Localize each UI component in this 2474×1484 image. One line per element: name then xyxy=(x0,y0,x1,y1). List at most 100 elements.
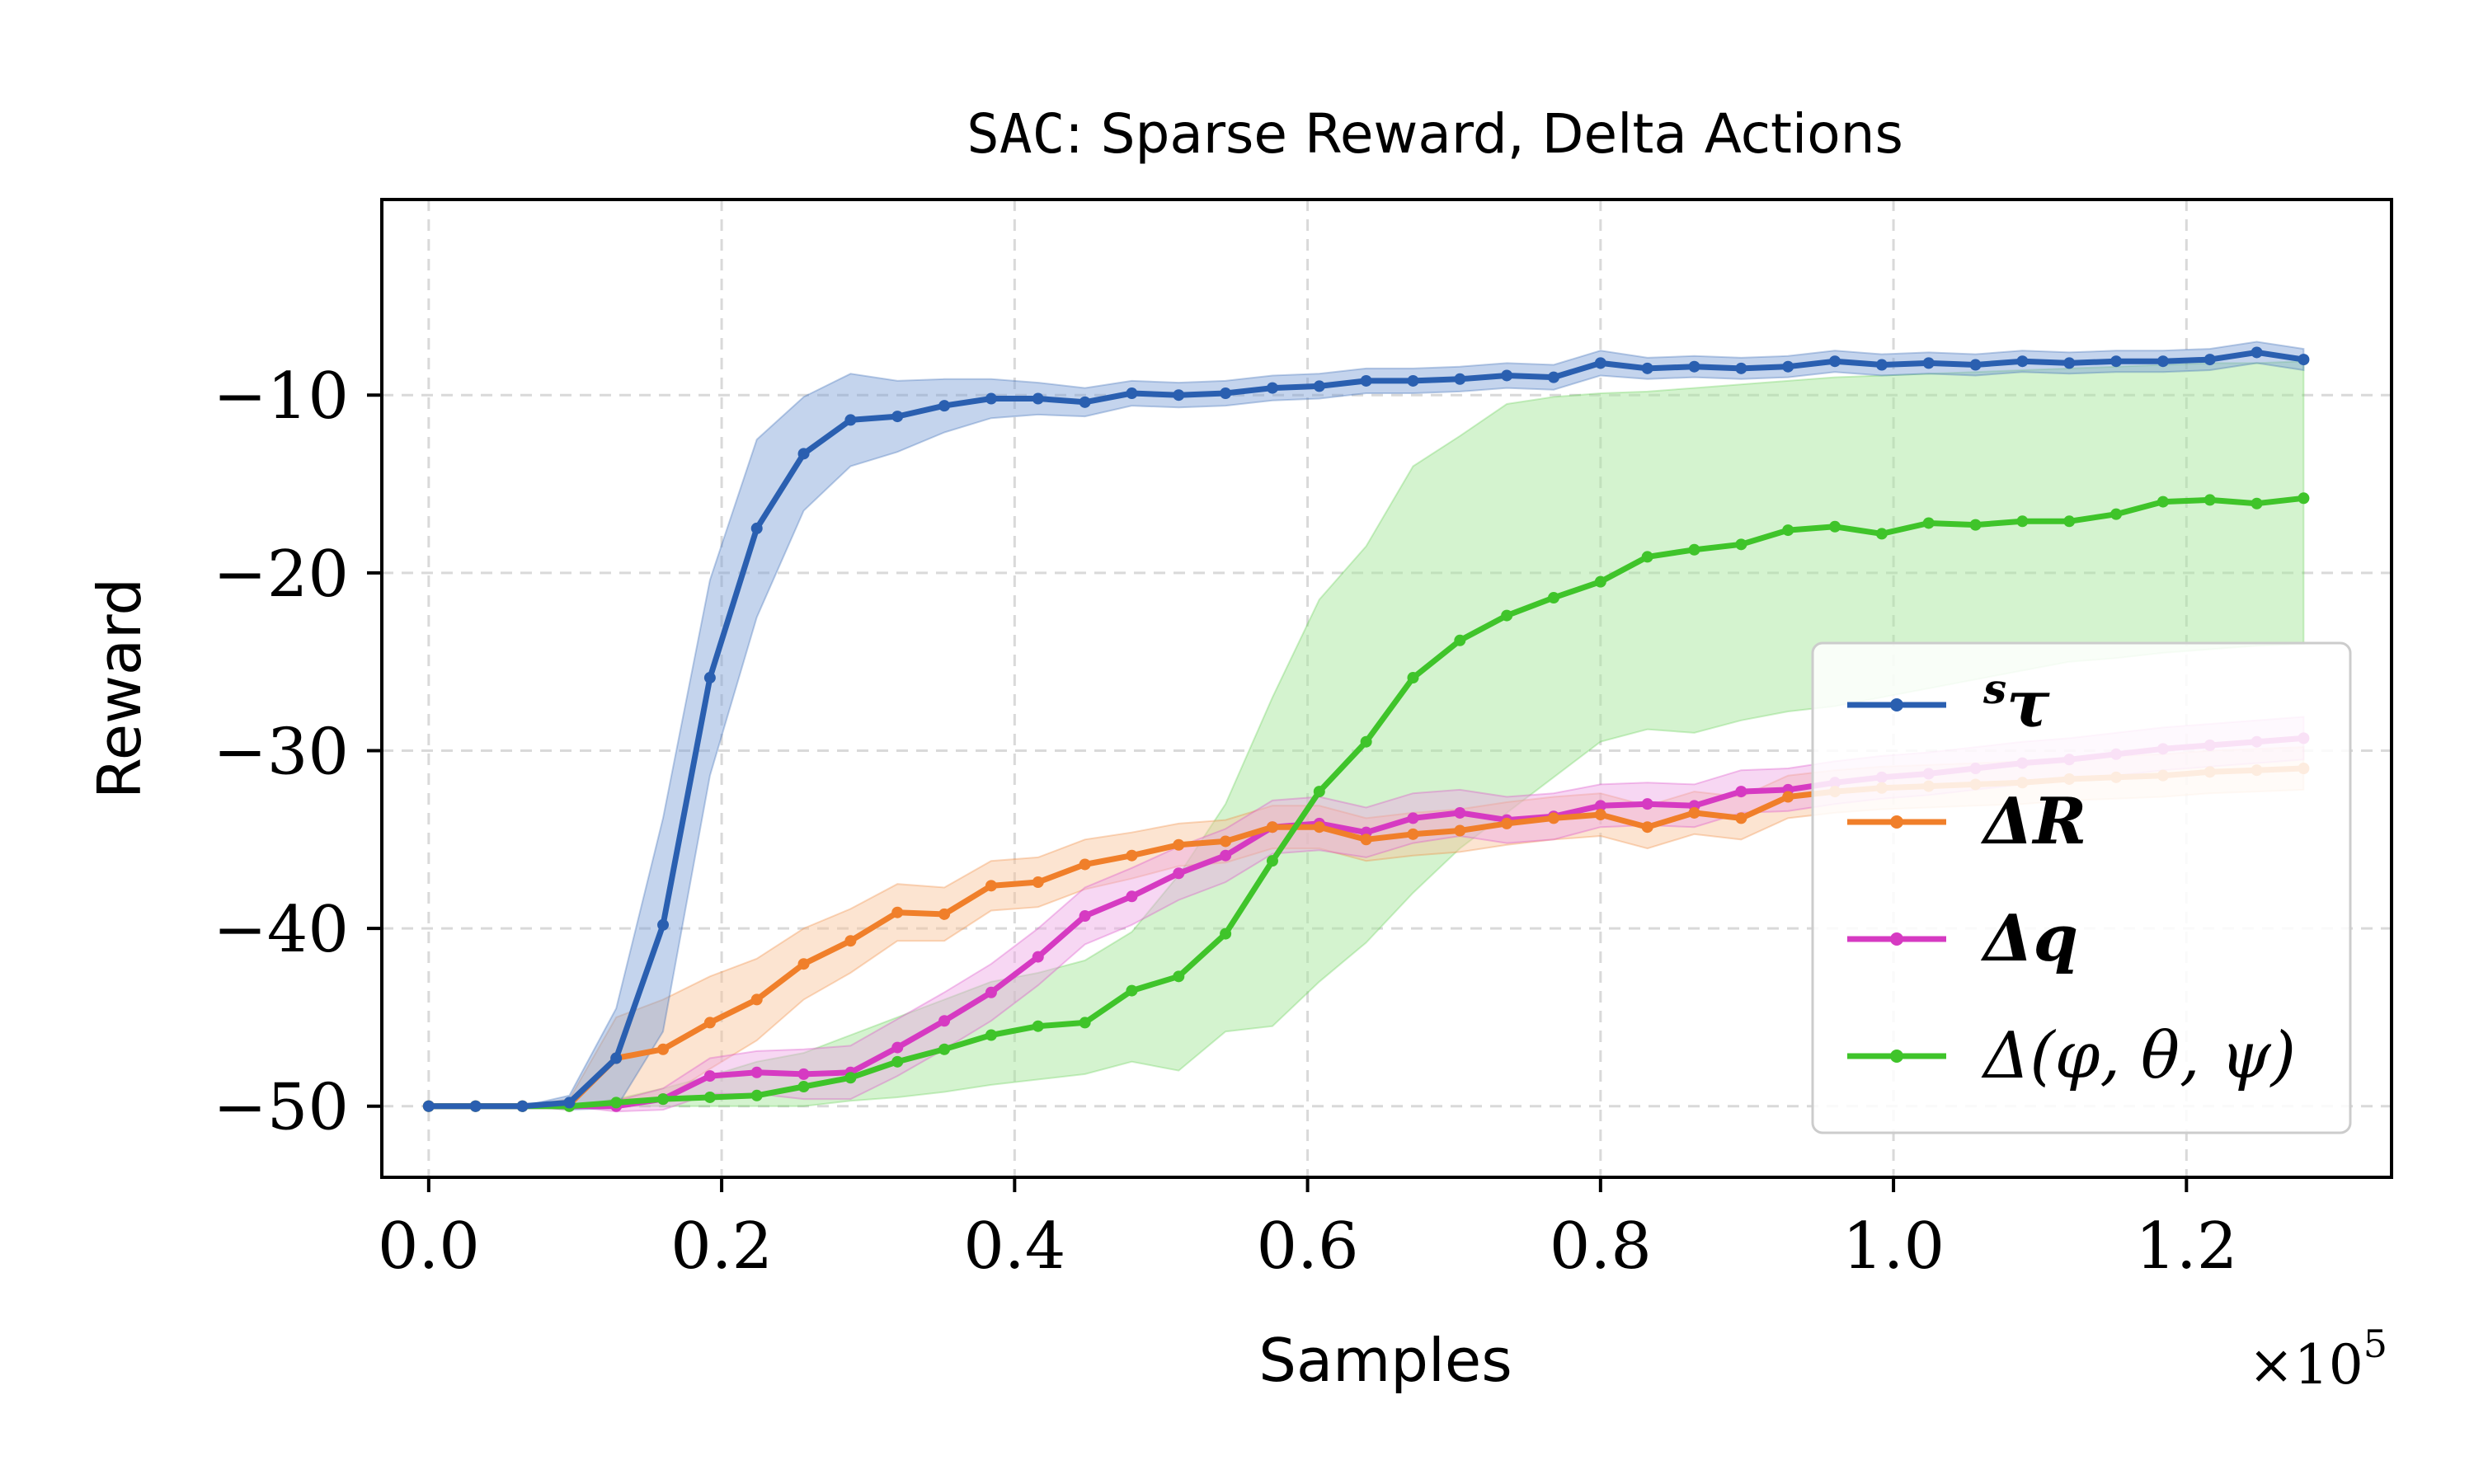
data-point xyxy=(1969,519,1982,531)
data-point xyxy=(1266,382,1278,394)
data-point xyxy=(891,906,904,918)
x-tick-label: 1.0 xyxy=(1842,1209,1945,1284)
legend-box xyxy=(1811,641,2352,1134)
data-point xyxy=(1173,838,1185,851)
data-point xyxy=(1220,849,1232,862)
data-point xyxy=(657,1093,670,1106)
data-point xyxy=(891,1041,904,1054)
data-point xyxy=(1782,791,1794,803)
data-point xyxy=(985,986,997,998)
y-tick-label: −20 xyxy=(213,538,349,612)
data-point xyxy=(938,1015,951,1027)
data-point xyxy=(985,392,997,405)
data-point xyxy=(1641,551,1653,563)
data-point xyxy=(1875,528,1888,540)
data-point xyxy=(1220,835,1232,848)
data-point xyxy=(844,1072,857,1084)
data-point xyxy=(1407,374,1419,387)
data-point xyxy=(1547,592,1559,604)
data-point xyxy=(1126,387,1138,400)
data-point xyxy=(797,958,810,970)
data-point xyxy=(703,1091,716,1103)
data-point xyxy=(797,1081,810,1093)
data-point xyxy=(1173,970,1185,983)
data-point xyxy=(1735,786,1747,798)
data-point xyxy=(2251,497,2263,510)
data-point xyxy=(1969,359,1982,371)
data-point xyxy=(1547,371,1559,383)
data-point xyxy=(938,400,951,412)
data-point xyxy=(750,522,763,534)
legend-swatch-marker xyxy=(1890,1050,1903,1063)
data-point xyxy=(1126,849,1138,862)
data-point xyxy=(1735,538,1747,551)
legend-label-main: τ xyxy=(2006,667,2050,742)
data-point xyxy=(750,993,763,1006)
data-point xyxy=(1594,575,1606,588)
data-point xyxy=(2251,346,2263,359)
data-point xyxy=(610,1097,623,1109)
legend-items: sτ ΔR Δq Δ(φ, θ, ψ) xyxy=(1847,665,2296,1093)
data-point xyxy=(1360,834,1372,846)
data-point xyxy=(1313,380,1325,392)
data-point xyxy=(2016,355,2029,368)
data-point xyxy=(610,1052,623,1064)
data-point xyxy=(1782,524,1794,537)
x-tick-label: 0.2 xyxy=(670,1209,773,1284)
chart-title-mono: SAC xyxy=(967,102,1065,166)
data-point xyxy=(1079,910,1091,923)
x-multiplier-base: ×10 xyxy=(2248,1333,2363,1397)
legend: sτ ΔR Δq Δ(φ, θ, ψ) xyxy=(1811,641,2352,1134)
data-point xyxy=(1454,373,1466,385)
data-point xyxy=(1829,355,1841,368)
data-point xyxy=(1829,520,1841,533)
data-point xyxy=(1922,357,1935,369)
data-point xyxy=(750,1089,763,1101)
data-point xyxy=(2204,494,2216,506)
data-point xyxy=(891,411,904,423)
y-axis-label: Reward xyxy=(85,578,154,799)
legend-label-superscript: s xyxy=(1982,665,2006,713)
data-point xyxy=(1594,800,1606,812)
x-axis-label: Samples xyxy=(1258,1326,1512,1395)
data-point xyxy=(657,1043,670,1055)
legend-item-delta-r: ΔR xyxy=(1847,784,2086,859)
data-point xyxy=(2298,492,2310,505)
data-point xyxy=(1173,389,1185,402)
data-point xyxy=(2157,495,2169,508)
data-point xyxy=(938,1043,951,1055)
data-point xyxy=(2110,355,2123,368)
data-point xyxy=(469,1100,482,1112)
axis-ticks: 0.0 0.2 0.4 0.6 0.8 1.0 1.2 −10 −20 −30 −40 −50 xyxy=(213,359,2237,1284)
x-tick-label: 1.2 xyxy=(2135,1209,2237,1284)
data-point xyxy=(1735,362,1747,374)
series-tau xyxy=(422,346,2310,1112)
data-point xyxy=(1126,984,1138,997)
legend-item-tau: sτ xyxy=(1847,665,2050,742)
data-point xyxy=(1501,817,1513,829)
y-tick-label: −10 xyxy=(213,359,349,434)
chart-title-rest: : Sparse Reward, Delta Actions xyxy=(1065,102,1903,166)
data-point xyxy=(1594,809,1606,821)
data-point xyxy=(1547,812,1559,824)
data-point xyxy=(1407,672,1419,684)
plot-frame xyxy=(380,198,2393,1179)
legend-label: Δ(φ, θ, ψ) xyxy=(1981,1019,2296,1093)
data-point xyxy=(1501,609,1513,622)
data-point xyxy=(703,672,716,684)
data-point xyxy=(1641,798,1653,810)
y-tick-label: −40 xyxy=(213,893,349,967)
data-point xyxy=(2063,357,2076,369)
data-point xyxy=(1266,855,1278,867)
data-point xyxy=(938,908,951,920)
data-point xyxy=(1079,858,1091,871)
data-point xyxy=(844,414,857,426)
data-point xyxy=(985,1029,997,1041)
data-point xyxy=(1501,369,1513,382)
data-point xyxy=(797,448,810,460)
data-point xyxy=(1266,821,1278,834)
x-tick-label: 0.4 xyxy=(963,1209,1065,1284)
data-point xyxy=(703,1017,716,1029)
data-point xyxy=(1641,821,1653,834)
